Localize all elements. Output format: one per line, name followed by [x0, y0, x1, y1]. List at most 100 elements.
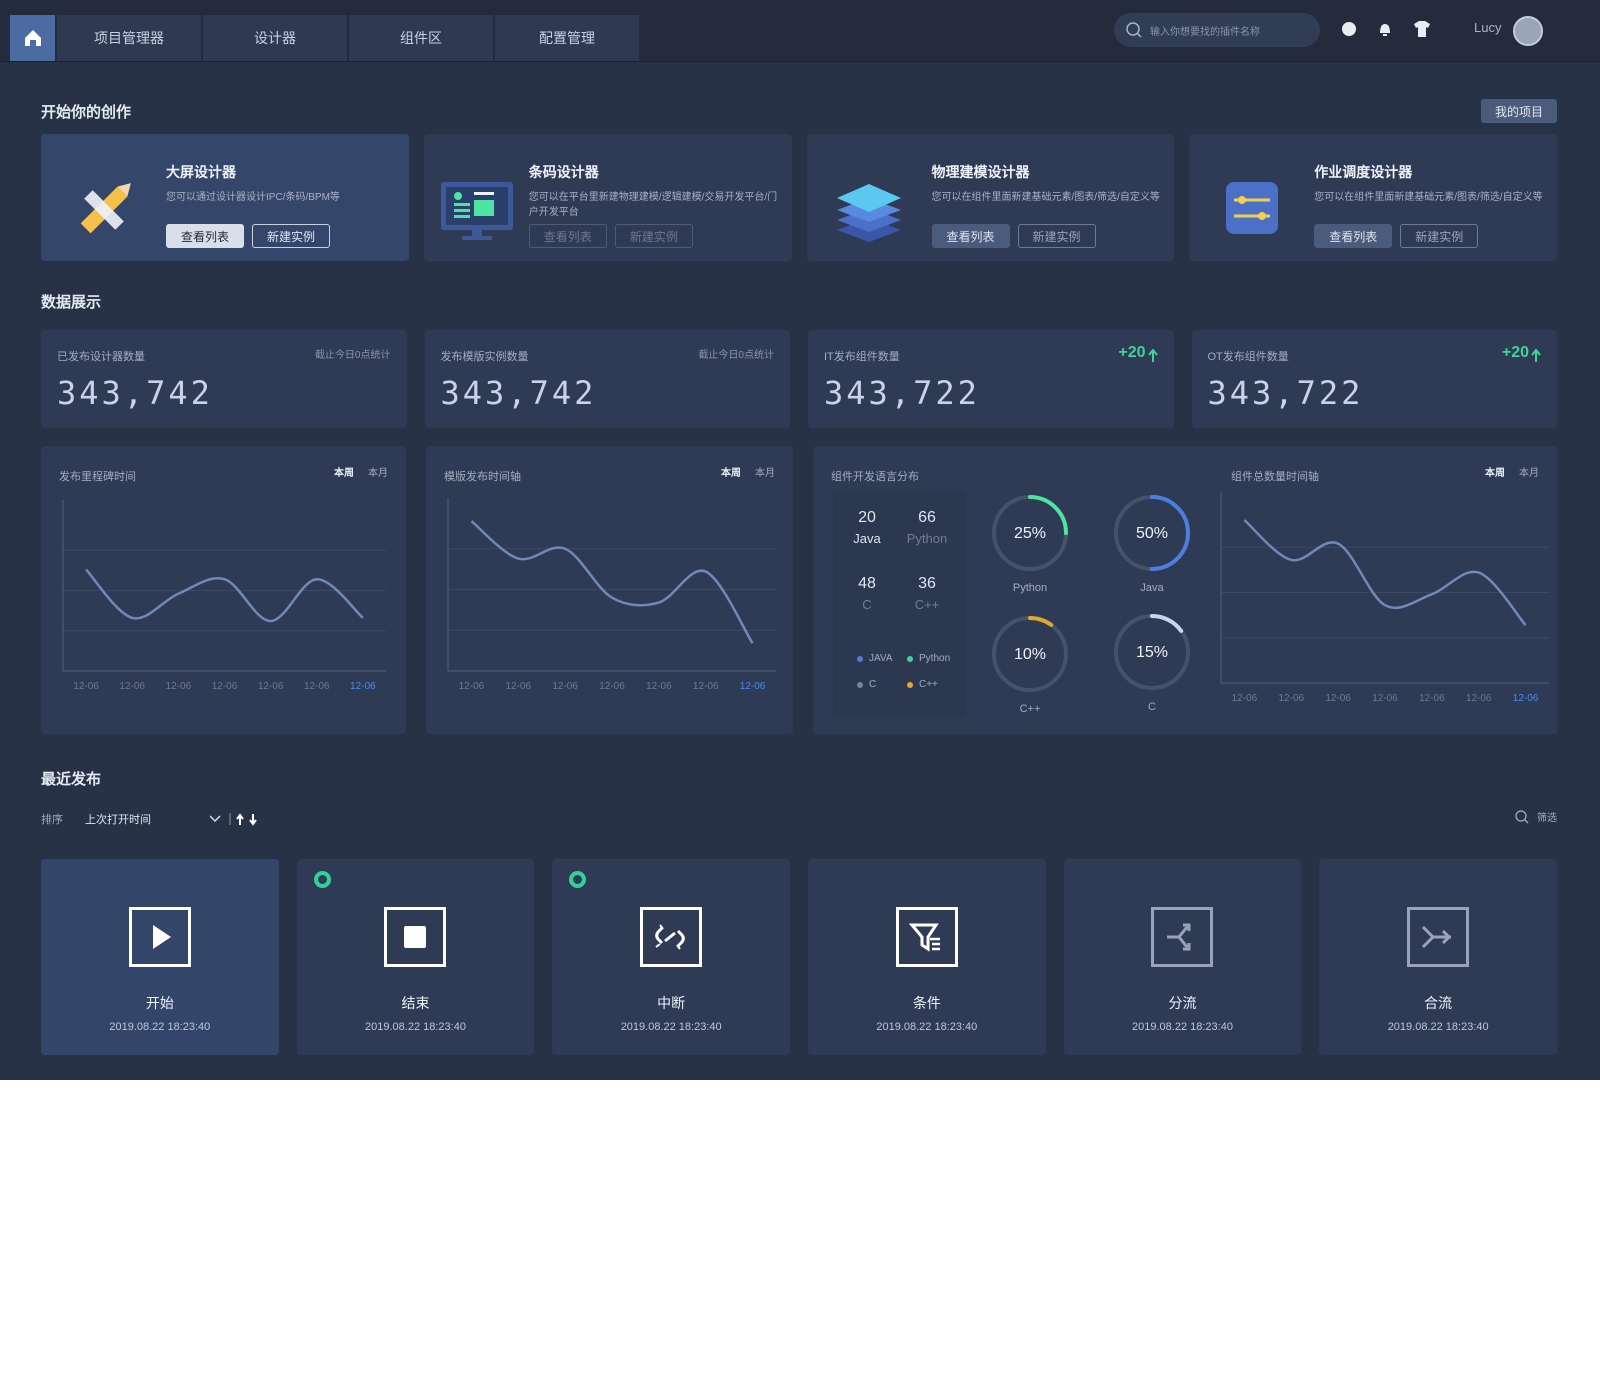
legend-dot: [907, 655, 913, 662]
icon-frame: [1407, 907, 1470, 967]
designer-button[interactable]: 查看列表: [931, 224, 1010, 248]
item-icon: [384, 907, 447, 967]
legend-label: Python: [919, 653, 951, 664]
sort-bar: 排序 上次打开时间 筛选: [41, 809, 1557, 829]
designer-icon: [441, 182, 514, 240]
designer-icon: [80, 183, 131, 234]
legend-dot: [857, 655, 863, 662]
recent-item[interactable]: 合流 2019.08.22 18:23:40: [1319, 859, 1557, 1055]
nav-tab[interactable]: 项目管理器: [57, 15, 201, 61]
stat-delta: +20: [1501, 344, 1529, 361]
designer-icon-wrap: [424, 162, 529, 261]
icon-glyph: [152, 925, 171, 949]
x-tick-label: 12-06: [552, 681, 578, 692]
recent-item[interactable]: 中断 2019.08.22 18:23:40: [552, 859, 790, 1055]
designer-title: 大屏设计器: [166, 164, 236, 180]
line-chart: 12-06 12-06 12-06 12-06 12-06 12-06 12-06: [1220, 492, 1549, 704]
user-name[interactable]: Lucy: [1474, 20, 1502, 35]
designer-button[interactable]: 查看列表: [1314, 224, 1393, 248]
bell-icon[interactable]: [1376, 20, 1394, 38]
designer-button[interactable]: 新建实例: [1400, 224, 1479, 248]
item-name: 条件: [912, 995, 941, 1011]
recent-item[interactable]: 条件 2019.08.22 18:23:40: [808, 859, 1046, 1055]
delta-arrow: [1147, 349, 1158, 362]
nav-tab[interactable]: 组件区: [349, 15, 493, 61]
nav-tab[interactable]: 配置管理: [495, 15, 639, 61]
designer-icon-wrap: [41, 162, 166, 261]
section-header: 开始你的创作 我的项目: [41, 98, 1557, 124]
designer-text: 大屏设计器 您可以通过设计器设计IPC/条码/BPM等 查看列表 新建实例: [166, 162, 340, 261]
x-tick-label: 12-06: [304, 681, 330, 692]
recent-item[interactable]: 分流 2019.08.22 18:23:40: [1063, 859, 1302, 1055]
stat-label: IT发布组件数量: [824, 351, 900, 363]
x-tick-label: 12-06: [73, 681, 99, 692]
icon-glyph: [908, 923, 940, 952]
designer-card: 条码设计器 您可以在平台里新建物理建模/逻辑建模/交易开发平台/门户开发平台 查看列…: [423, 134, 792, 261]
item-name: 结束: [401, 995, 430, 1011]
skin-icon[interactable]: [1412, 20, 1432, 38]
icon-glyph: [655, 924, 685, 950]
count-value: 66: [918, 509, 936, 526]
x-tick-label: 12-06: [1325, 693, 1351, 704]
item-time: 2019.08.22 18:23:40: [1387, 1021, 1489, 1033]
language-count: 20 Java: [837, 509, 897, 546]
chart-title: 组件开发语言分布: [831, 471, 919, 483]
designer-title: 作业调度设计器: [1314, 164, 1413, 180]
item-time: 2019.08.22 18:23:40: [876, 1021, 978, 1033]
avatar[interactable]: [1513, 16, 1543, 46]
nav-tabs: 项目管理器 设计器 组件区 配置管理: [57, 15, 641, 61]
designer-card: 作业调度设计器 您可以在组件里面新建基础元素/图表/筛选/自定义等 查看列表 新建实例: [1189, 134, 1557, 261]
designer-button[interactable]: 查看列表: [166, 224, 245, 248]
chart-tab[interactable]: 本周: [1485, 468, 1505, 479]
my-projects-button[interactable]: 我的项目: [1480, 99, 1557, 123]
designer-title: 条码设计器: [528, 164, 599, 180]
donut-arc: [1114, 614, 1190, 690]
item-icon: [128, 907, 191, 967]
x-tick-label: 12-06: [166, 681, 192, 692]
donut-name: Python: [1012, 582, 1048, 594]
designer-button[interactable]: 新建实例: [614, 224, 693, 248]
home-button[interactable]: [10, 15, 55, 61]
chart-tab[interactable]: 本月: [368, 468, 388, 479]
designer-buttons: 查看列表 新建实例: [528, 224, 780, 248]
count-name: C: [862, 597, 872, 612]
chart-tab[interactable]: 本月: [1519, 468, 1539, 479]
nav-tab[interactable]: 设计器: [203, 15, 347, 61]
stat-card: OT发布组件数量 +20 343,722: [1191, 330, 1557, 428]
filter[interactable]: 筛选: [1515, 809, 1557, 824]
designer-button[interactable]: 新建实例: [1017, 224, 1096, 248]
sort-select[interactable]: 上次打开时间: [85, 814, 151, 826]
chart-tab[interactable]: 本月: [755, 468, 775, 479]
donut-name: C++: [1019, 703, 1041, 715]
recent-item[interactable]: 开始 2019.08.22 18:23:40: [41, 859, 279, 1055]
stat-value: 343,742: [440, 374, 597, 412]
create-cards: 大屏设计器 您可以通过设计器设计IPC/条码/BPM等 查看列表 新建实例 条码设计器您…: [41, 134, 1557, 261]
stat-value: 343,722: [824, 374, 980, 412]
chart-tab[interactable]: 本周: [721, 468, 741, 479]
item-name: 分流: [1168, 995, 1197, 1011]
chart-tab[interactable]: 本周: [334, 468, 354, 479]
search-box[interactable]: 输入你想要找的插件名称: [1114, 13, 1320, 47]
count-name: Java: [853, 531, 881, 546]
sort-controls[interactable]: [210, 811, 270, 827]
x-tick-label: 12-06: [505, 681, 531, 692]
line-chart: 12-06 12-06 12-06 12-06 12-06 12-06 12-06: [447, 498, 776, 692]
item-name: 开始: [145, 995, 174, 1011]
designer-button[interactable]: 查看列表: [528, 224, 607, 248]
main: 开始你的创作 我的项目 大屏设计器 您可以通过设计器设计IPC/条码/BPM等 查看…: [0, 98, 1600, 1055]
designer-title: 物理建模设计器: [931, 164, 1030, 180]
item-time: 2019.08.22 18:23:40: [365, 1021, 466, 1033]
designer-desc: 您可以在组件里面新建基础元素/图表/筛选/自定义等: [931, 192, 1160, 203]
designer-button[interactable]: 新建实例: [252, 224, 331, 248]
designer-card: 大屏设计器 您可以通过设计器设计IPC/条码/BPM等 查看列表 新建实例: [41, 134, 409, 261]
designer-icon: [1225, 182, 1278, 234]
recent-item[interactable]: 结束 2019.08.22 18:23:40: [296, 859, 535, 1055]
donut: 50% Java: [1110, 491, 1194, 594]
item-icon: [895, 907, 958, 967]
stat-delta: +20: [1118, 344, 1146, 361]
chart-tabs: 本周 本月: [1485, 464, 1539, 479]
settings-icon[interactable]: [1340, 20, 1358, 38]
donut-name: Java: [1140, 582, 1164, 594]
x-tick-label: 12-06: [693, 681, 719, 692]
donut-name: C: [1148, 701, 1156, 713]
